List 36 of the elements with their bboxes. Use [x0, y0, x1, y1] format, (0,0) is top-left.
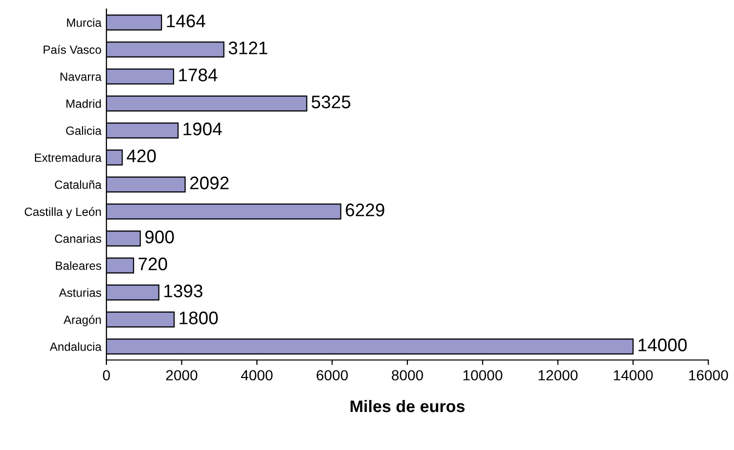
- data-label: 14000: [638, 338, 687, 352]
- data-label: 420: [126, 150, 156, 162]
- x-tick-label: 0: [102, 370, 110, 380]
- x-tick-label: 10000: [463, 370, 502, 380]
- x-tick-label: 16000: [689, 370, 728, 380]
- y-tick-label: Canarias: [54, 234, 102, 243]
- data-label: 2092: [190, 176, 229, 190]
- data-label: 1393: [164, 284, 202, 298]
- x-tick-label: 2000: [166, 370, 198, 380]
- y-tick-label: Extremadura: [34, 153, 102, 162]
- data-label: 1800: [180, 312, 218, 324]
- y-tick-label: Castilla y León: [24, 207, 101, 218]
- data-label: 900: [145, 230, 174, 244]
- data-label: 720: [138, 258, 168, 270]
- data-label: 1784: [179, 68, 218, 82]
- x-tick-label: 8000: [392, 370, 424, 380]
- y-tick-label: Madrid: [66, 99, 101, 108]
- y-tick-label: Andalucia: [50, 342, 102, 351]
- x-tick-label: 4000: [241, 370, 273, 380]
- x-axis-title: Miles de euros: [350, 400, 465, 412]
- data-label: 6229: [346, 204, 384, 216]
- y-tick-label: Galicia: [66, 126, 102, 135]
- x-tick-label: 14000: [614, 370, 653, 380]
- y-tick-label: Navarra: [60, 72, 102, 81]
- data-label: 1904: [184, 122, 222, 136]
- x-tick-label: 6000: [316, 370, 348, 380]
- data-label: 3121: [228, 42, 268, 54]
- y-tick-label: Asturias: [58, 288, 102, 297]
- y-tick-label: País Vasco: [44, 45, 102, 54]
- y-tick-label: Baleares: [56, 261, 102, 270]
- y-tick-label: Cataluña: [54, 180, 102, 189]
- data-label: 5325: [312, 96, 350, 108]
- x-tick-label: 12000: [538, 370, 578, 380]
- y-tick-label: Aragón: [64, 315, 101, 326]
- y-tick-label: Murcia: [67, 18, 102, 27]
- data-label: 1464: [167, 14, 206, 28]
